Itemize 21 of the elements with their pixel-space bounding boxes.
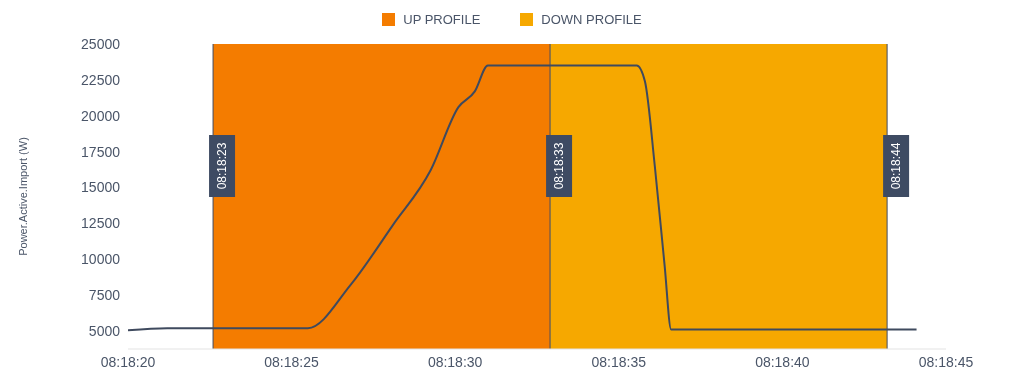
y-tick-label: 17500 — [81, 143, 121, 160]
y-tick-label: 25000 — [81, 35, 121, 52]
x-tick-label: 08:18:40 — [755, 353, 810, 370]
y-tick-label: 20000 — [81, 107, 121, 124]
ref-line-label: 08:18:33 — [552, 142, 567, 190]
x-tick-label: 08:18:35 — [591, 353, 647, 370]
legend-label: DOWN PROFILE — [540, 11, 642, 27]
x-tick-label: 08:18:25 — [264, 353, 319, 370]
x-tick-label: 08:18:30 — [427, 353, 483, 370]
y-tick-label: 22500 — [81, 71, 121, 88]
legend-label: UP PROFILE — [402, 11, 481, 27]
y-tick-label: 10000 — [81, 251, 121, 268]
y-tick-label: 15000 — [81, 179, 121, 196]
y-axis-title: Power.Active.Import (W) — [16, 137, 29, 256]
y-tick-label: 5000 — [88, 323, 121, 340]
x-tick-label: 08:18:45 — [918, 353, 974, 370]
y-tick-label: 12500 — [81, 215, 121, 232]
ref-line-label: 08:18:44 — [889, 142, 904, 190]
y-tick-label: 7500 — [88, 287, 121, 304]
x-tick-label: 08:18:20 — [100, 353, 156, 370]
ref-line-label: 08:18:23 — [215, 142, 230, 190]
